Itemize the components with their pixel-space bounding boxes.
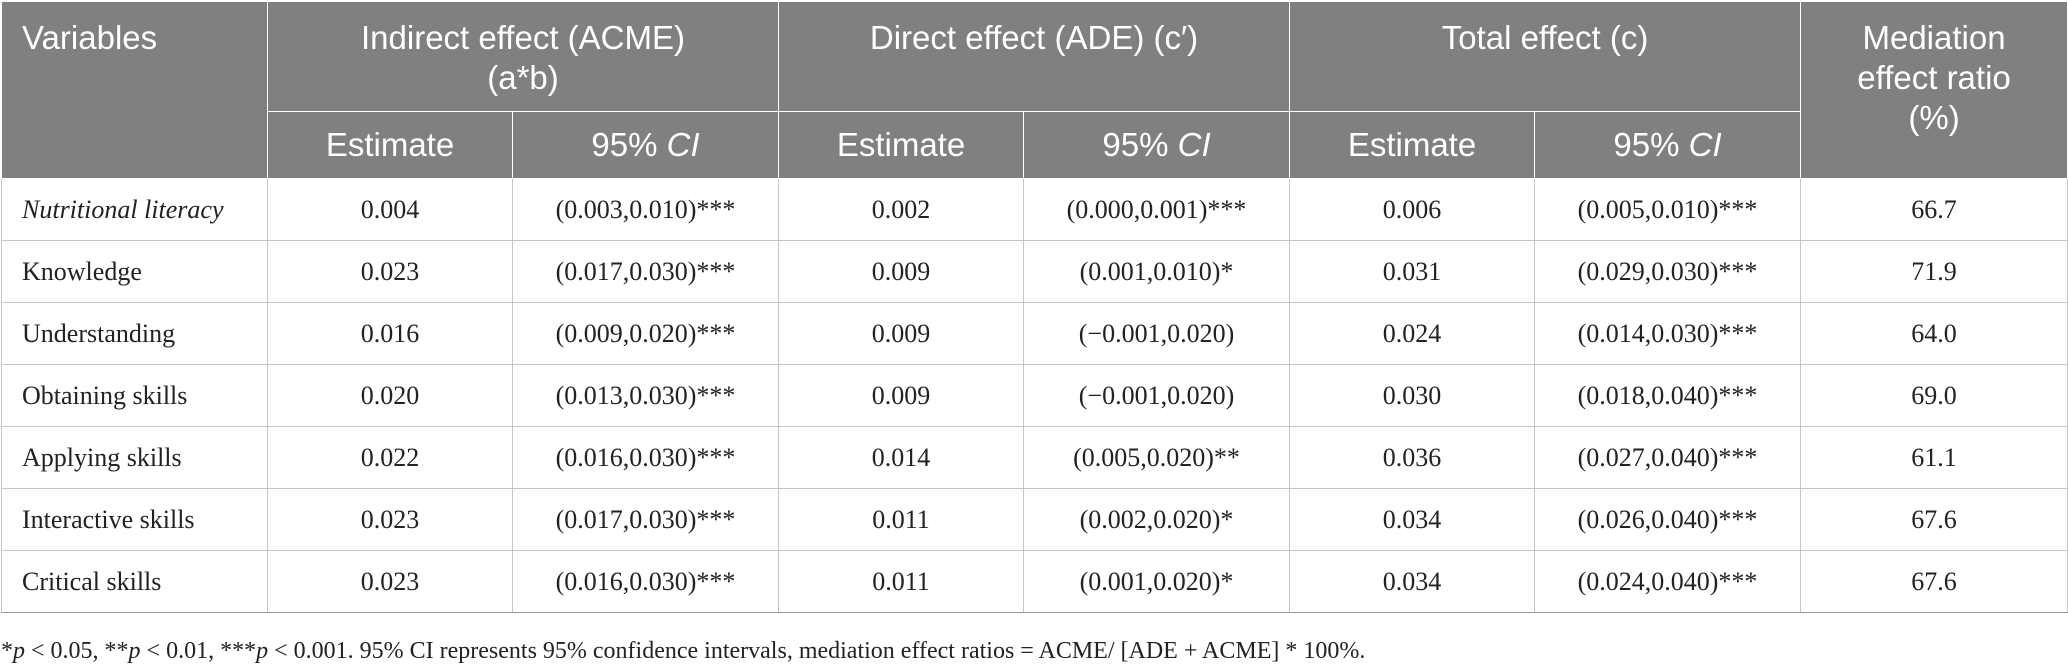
cell-mediation-ratio: 61.1 xyxy=(1800,426,2068,489)
footnote-p1: p xyxy=(13,638,25,664)
cell-total-ci: (0.018,0.040)*** xyxy=(1534,364,1802,427)
header-ratio-line3: (%) xyxy=(1908,99,1960,136)
header-indirect-ci: 95% CI xyxy=(512,111,779,179)
cell-direct-ci: (−0.001,0.020) xyxy=(1022,364,1291,427)
cell-indirect-estimate: 0.022 xyxy=(267,426,513,489)
header-total-estimate: Estimate xyxy=(1289,111,1536,179)
cell-indirect-ci: (0.017,0.030)*** xyxy=(512,488,779,551)
cell-total-estimate: 0.031 xyxy=(1289,240,1536,303)
table-row: Interactive skills 0.023 (0.017,0.030)**… xyxy=(1,488,2068,551)
header-total-effect: Total effect (c) xyxy=(1289,1,1802,112)
ci-italic: CI xyxy=(666,126,700,163)
cell-indirect-estimate: 0.023 xyxy=(267,240,513,303)
cell-variable: Applying skills xyxy=(1,426,268,489)
cell-total-estimate: 0.024 xyxy=(1289,302,1536,365)
header-row-sub: Estimate 95% CI Estimate 95% CI Estimate… xyxy=(2,111,2068,179)
cell-indirect-estimate: 0.020 xyxy=(267,364,513,427)
header-indirect-effect-line2: (a*b) xyxy=(487,59,559,96)
ci-prefix: 95% xyxy=(1102,126,1178,163)
cell-variable: Critical skills xyxy=(1,550,268,613)
cell-total-estimate: 0.034 xyxy=(1289,488,1536,551)
cell-direct-ci: (0.000,0.001)*** xyxy=(1022,178,1291,241)
header-indirect-estimate: Estimate xyxy=(267,111,513,179)
cell-total-estimate: 0.030 xyxy=(1289,364,1536,427)
cell-direct-ci: (0.001,0.010)* xyxy=(1022,240,1291,303)
cell-indirect-ci: (0.016,0.030)*** xyxy=(512,550,779,613)
header-variables: Variables xyxy=(1,1,268,179)
footnote-p3: p xyxy=(256,638,269,664)
cell-total-ci: (0.029,0.030)*** xyxy=(1534,240,1802,303)
footnote-s4: < 0.001. 95% CI represents 95% confidenc… xyxy=(268,638,1366,664)
cell-direct-ci: (0.001,0.020)* xyxy=(1022,550,1291,613)
cell-indirect-ci: (0.009,0.020)*** xyxy=(512,302,779,365)
header-indirect-effect: Indirect effect (ACME) (a*b) xyxy=(267,1,779,112)
header-direct-ci: 95% CI xyxy=(1022,111,1291,179)
cell-indirect-ci: (0.017,0.030)*** xyxy=(512,240,779,303)
cell-variable: Understanding xyxy=(1,302,268,365)
cell-mediation-ratio: 71.9 xyxy=(1800,240,2068,303)
cell-indirect-estimate: 0.004 xyxy=(267,178,513,241)
table-footnote: *p < 0.05, **p < 0.01, ***p < 0.001. 95%… xyxy=(1,636,1365,666)
footnote-s3: < 0.01, *** xyxy=(140,638,257,664)
cell-total-ci: (0.027,0.040)*** xyxy=(1534,426,1802,489)
cell-variable: Interactive skills xyxy=(1,488,268,551)
header-direct-effect: Direct effect (ADE) (c′) xyxy=(777,1,1291,112)
cell-total-ci: (0.005,0.010)*** xyxy=(1534,178,1802,241)
mediation-table-container: Variables Indirect effect (ACME) (a*b) D… xyxy=(1,1,2068,613)
header-ratio-line1: Mediation xyxy=(1862,19,2006,56)
cell-mediation-ratio: 64.0 xyxy=(1800,302,2068,365)
table-row: Obtaining skills 0.020 (0.013,0.030)*** … xyxy=(1,364,2068,427)
cell-total-estimate: 0.006 xyxy=(1289,178,1536,241)
cell-variable: Knowledge xyxy=(1,240,268,303)
cell-mediation-ratio: 66.7 xyxy=(1800,178,2068,241)
header-indirect-effect-line1: Indirect effect (ACME) xyxy=(361,19,685,56)
cell-direct-estimate: 0.011 xyxy=(778,488,1024,551)
cell-variable: Nutritional literacy xyxy=(1,178,268,241)
cell-total-ci: (0.014,0.030)*** xyxy=(1534,302,1802,365)
cell-total-ci: (0.026,0.040)*** xyxy=(1534,488,1802,551)
cell-total-estimate: 0.036 xyxy=(1289,426,1536,489)
cell-direct-ci: (−0.001,0.020) xyxy=(1022,302,1291,365)
footnote-s2: < 0.05, ** xyxy=(25,638,129,664)
cell-indirect-estimate: 0.023 xyxy=(267,488,513,551)
cell-indirect-ci: (0.003,0.010)*** xyxy=(512,178,779,241)
cell-indirect-ci: (0.013,0.030)*** xyxy=(512,364,779,427)
footnote-s1: * xyxy=(1,638,13,664)
header-total-ci: 95% CI xyxy=(1534,111,1802,179)
cell-variable: Obtaining skills xyxy=(1,364,268,427)
table-row: Critical skills 0.023 (0.016,0.030)*** 0… xyxy=(1,550,2068,613)
cell-total-ci: (0.024,0.040)*** xyxy=(1534,550,1802,613)
mediation-effects-table: Variables Indirect effect (ACME) (a*b) D… xyxy=(1,1,2068,613)
cell-direct-estimate: 0.009 xyxy=(778,364,1024,427)
ci-italic: CI xyxy=(1688,126,1722,163)
cell-mediation-ratio: 69.0 xyxy=(1800,364,2068,427)
header-direct-estimate: Estimate xyxy=(778,111,1024,179)
header-ratio-line2: effect ratio xyxy=(1857,59,2011,96)
header-mediation-ratio: Mediation effect ratio (%) xyxy=(1800,1,2068,179)
cell-direct-ci: (0.002,0.020)* xyxy=(1022,488,1291,551)
cell-mediation-ratio: 67.6 xyxy=(1800,550,2068,613)
cell-indirect-ci: (0.016,0.030)*** xyxy=(512,426,779,489)
table-row: Understanding 0.016 (0.009,0.020)*** 0.0… xyxy=(1,302,2068,365)
cell-direct-estimate: 0.009 xyxy=(778,302,1024,365)
table-row: Applying skills 0.022 (0.016,0.030)*** 0… xyxy=(1,426,2068,489)
cell-direct-estimate: 0.002 xyxy=(778,178,1024,241)
cell-direct-estimate: 0.014 xyxy=(778,426,1024,489)
table-row: Knowledge 0.023 (0.017,0.030)*** 0.009 (… xyxy=(1,240,2068,303)
cell-indirect-estimate: 0.023 xyxy=(267,550,513,613)
cell-total-estimate: 0.034 xyxy=(1289,550,1536,613)
ci-prefix: 95% xyxy=(591,126,667,163)
cell-direct-estimate: 0.011 xyxy=(778,550,1024,613)
ci-prefix: 95% xyxy=(1613,126,1689,163)
table-row: Nutritional literacy 0.004 (0.003,0.010)… xyxy=(1,178,2068,241)
footnote-p2: p xyxy=(128,638,141,664)
cell-mediation-ratio: 67.6 xyxy=(1800,488,2068,551)
cell-indirect-estimate: 0.016 xyxy=(267,302,513,365)
ci-italic: CI xyxy=(1177,126,1211,163)
cell-direct-estimate: 0.009 xyxy=(778,240,1024,303)
header-row-top: Variables Indirect effect (ACME) (a*b) D… xyxy=(1,1,2068,179)
cell-direct-ci: (0.005,0.020)** xyxy=(1022,426,1291,489)
